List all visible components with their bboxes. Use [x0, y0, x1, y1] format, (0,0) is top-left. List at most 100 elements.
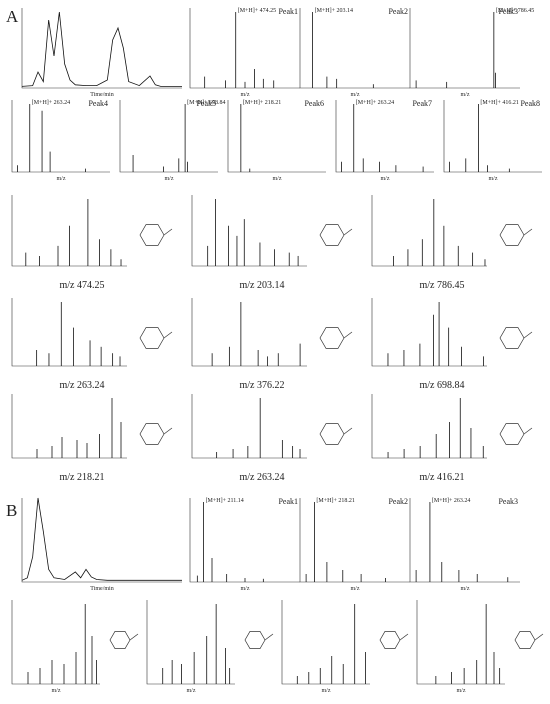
structure [499, 327, 525, 349]
structure [139, 327, 165, 349]
axis [281, 600, 370, 685]
axis [11, 195, 127, 267]
axis-label: Time/min [90, 586, 113, 592]
axis [191, 195, 307, 267]
axis-label: m/z [457, 688, 466, 694]
panel-title: Peak4 [88, 99, 108, 108]
precursor-label: [M+H]+ 203.14 [315, 8, 353, 14]
panel-title: Peak2 [388, 497, 408, 506]
structure [499, 423, 525, 445]
axis [371, 195, 487, 267]
precursor-label: [M+H]+ 263.24 [356, 100, 394, 106]
precursor-label: [M+H]+ 263.24 [32, 100, 70, 106]
axis-label: m/z [322, 688, 331, 694]
axis-label: m/z [187, 688, 196, 694]
axis [371, 298, 487, 367]
structure [129, 633, 139, 641]
axis [416, 600, 505, 685]
axis [189, 498, 300, 583]
structure [523, 427, 533, 435]
structure [343, 228, 353, 236]
axis [11, 100, 110, 173]
axis-label: m/z [461, 92, 470, 98]
caption: m/z 474.25 [60, 280, 105, 291]
structure [163, 427, 173, 435]
axis [11, 600, 100, 685]
structure [319, 423, 345, 445]
precursor-label: [M+H]+ 698.84 [187, 100, 225, 106]
section-label: A [6, 7, 19, 26]
axis-label: m/z [165, 176, 174, 182]
caption: m/z 203.14 [240, 280, 285, 291]
structure [523, 228, 533, 236]
section-label: B [6, 501, 17, 520]
structure [523, 331, 533, 339]
structure [319, 224, 345, 246]
panel-title: Peak7 [412, 99, 432, 108]
caption: m/z 416.21 [420, 472, 465, 483]
axis [189, 8, 300, 89]
axis [11, 298, 127, 367]
structure [109, 630, 131, 650]
axis [227, 100, 326, 173]
caption: m/z 786.45 [420, 280, 465, 291]
structure [163, 331, 173, 339]
structure [343, 331, 353, 339]
axis-label: m/z [489, 176, 498, 182]
axis [119, 100, 218, 173]
structure [264, 633, 274, 641]
panel-title: Peak6 [304, 99, 324, 108]
chromatogram-line [21, 11, 182, 87]
structure [534, 633, 544, 641]
structure [379, 630, 401, 650]
axis-label: m/z [241, 586, 250, 592]
structure [139, 224, 165, 246]
structure [319, 327, 345, 349]
precursor-label: [M+H]+ 416.21 [480, 100, 518, 106]
structure [514, 630, 536, 650]
panel-title: Peak1 [278, 497, 298, 506]
caption: m/z 376.22 [240, 380, 285, 391]
precursor-label: [M+H]+ 218.21 [243, 100, 281, 106]
panel-title: Peak3 [498, 497, 518, 506]
axis [21, 498, 182, 583]
axis-label: m/z [351, 92, 360, 98]
precursor-label: [M+H]+ 474.25 [238, 8, 276, 14]
structure [139, 423, 165, 445]
axis-label: m/z [461, 586, 470, 592]
panel-title: Peak8 [520, 99, 540, 108]
caption: m/z 698.84 [420, 380, 465, 391]
axis [21, 8, 182, 89]
axis [443, 100, 542, 173]
axis-label: m/z [273, 176, 282, 182]
panel-title: Peak1 [278, 7, 298, 16]
axis [11, 394, 127, 459]
structure [499, 224, 525, 246]
caption: m/z 263.24 [240, 472, 285, 483]
axis [299, 498, 410, 583]
precursor-label: [M+H]+ 263.24 [432, 498, 470, 504]
precursor-label: [M+H]+ 211.14 [206, 498, 244, 504]
precursor-label: [M+H]+ 218.21 [316, 498, 354, 504]
axis [409, 8, 520, 89]
panel-title: Peak2 [388, 7, 408, 16]
panel-title: Peak5 [196, 99, 216, 108]
axis-label: m/z [57, 176, 66, 182]
panel-title: Peak3 [498, 7, 518, 16]
structure [343, 427, 353, 435]
chromatogram-line [21, 497, 182, 581]
axis [299, 8, 410, 89]
axis [191, 298, 307, 367]
axis [335, 100, 434, 173]
structure [399, 633, 409, 641]
precursor-label: [M+H]+ 786.45 [496, 8, 534, 14]
axis-label: m/z [241, 92, 250, 98]
axis-label: m/z [52, 688, 61, 694]
axis-label: Time/min [90, 92, 113, 98]
structure [163, 228, 173, 236]
caption: m/z 263.24 [60, 380, 105, 391]
axis [409, 498, 520, 583]
axis [371, 394, 487, 459]
